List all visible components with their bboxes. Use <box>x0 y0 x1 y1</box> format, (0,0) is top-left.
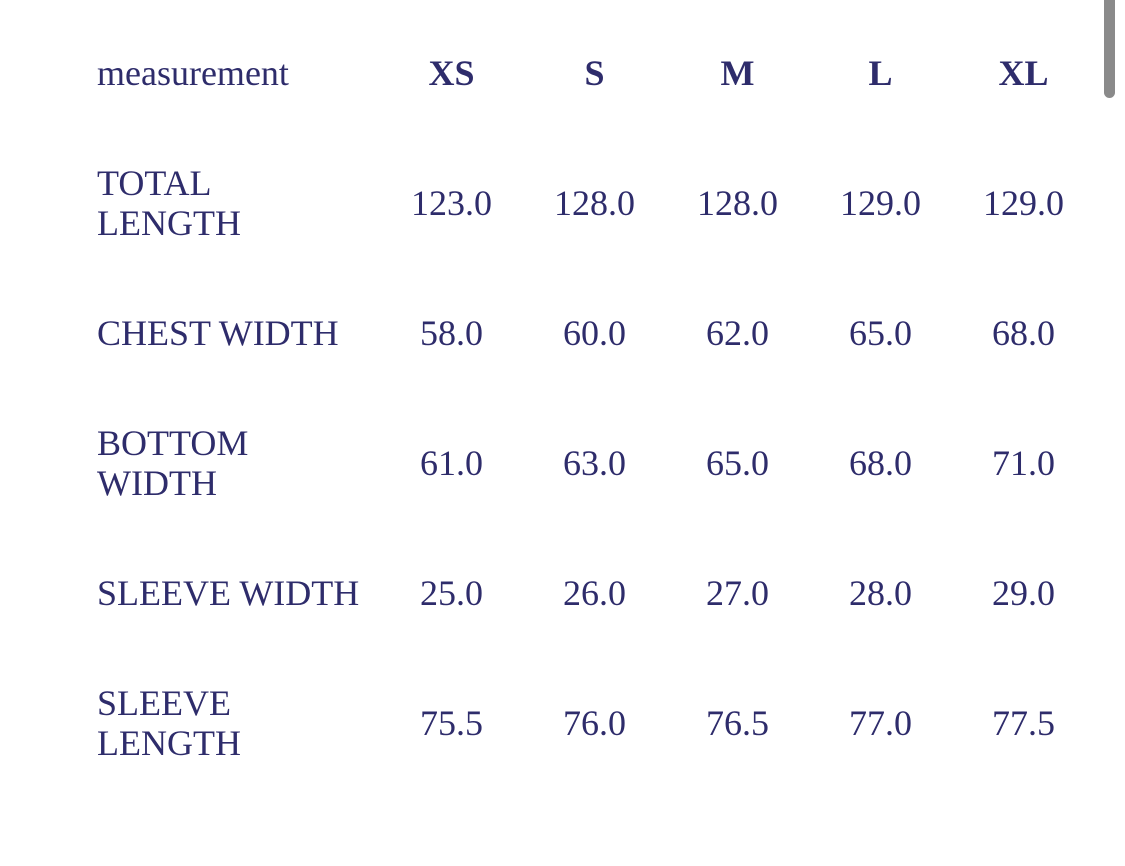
row-label-total-length: TOTAL LENGTH <box>97 163 241 243</box>
row-label-sleeve-width: SLEEVE WIDTH <box>97 573 360 613</box>
column-header-xl: XL <box>998 53 1049 93</box>
column-header-xs: XS <box>428 53 475 93</box>
table-cell: 28.0 <box>849 573 912 613</box>
size-chart-table: measurement XS S M L XL TOTAL LENGTH 123… <box>97 8 1095 788</box>
table-cell: 71.0 <box>992 443 1055 483</box>
table-cell: 77.5 <box>992 703 1055 743</box>
table-cell: 60.0 <box>563 313 626 353</box>
row-label-sleeve-length: SLEEVE LENGTH <box>97 683 241 763</box>
scrollbar-thumb[interactable] <box>1104 0 1115 98</box>
table-cell: 76.5 <box>706 703 769 743</box>
row-label-bottom-width: BOTTOM WIDTH <box>97 423 249 503</box>
table-cell: 65.0 <box>849 313 912 353</box>
table-cell: 129.0 <box>983 183 1064 223</box>
column-header-measurement: measurement <box>97 53 289 93</box>
table-cell: 129.0 <box>840 183 921 223</box>
table-cell: 76.0 <box>563 703 626 743</box>
table-cell: 123.0 <box>411 183 492 223</box>
table-cell: 128.0 <box>697 183 778 223</box>
column-header-m: M <box>720 53 755 93</box>
table-cell: 128.0 <box>554 183 635 223</box>
table-cell: 68.0 <box>849 443 912 483</box>
table-cell: 58.0 <box>420 313 483 353</box>
table-cell: 68.0 <box>992 313 1055 353</box>
row-label-chest-width: CHEST WIDTH <box>97 313 339 353</box>
table-cell: 29.0 <box>992 573 1055 613</box>
table-cell: 77.0 <box>849 703 912 743</box>
table-cell: 65.0 <box>706 443 769 483</box>
table-cell: 62.0 <box>706 313 769 353</box>
table-cell: 63.0 <box>563 443 626 483</box>
table-cell: 75.5 <box>420 703 483 743</box>
column-header-l: L <box>868 53 893 93</box>
table-cell: 61.0 <box>420 443 483 483</box>
table-cell: 27.0 <box>706 573 769 613</box>
table-cell: 26.0 <box>563 573 626 613</box>
column-header-s: S <box>584 53 605 93</box>
table-cell: 25.0 <box>420 573 483 613</box>
